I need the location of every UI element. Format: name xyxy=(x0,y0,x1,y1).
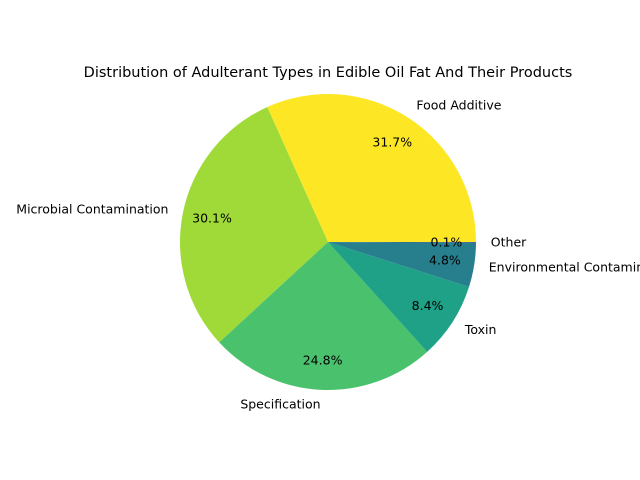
pie-slice-environmental-contaminant xyxy=(328,242,476,287)
pie-pct-label-microbial-contamination: 30.1% xyxy=(192,210,232,225)
pie-labels: 31.7% Food Additive 30.1% Microbial Contami… xyxy=(16,97,640,411)
pie-slice-other xyxy=(328,242,476,243)
pie-category-label-microbial-contamination: Microbial Contamination xyxy=(16,201,168,216)
pie-category-label-toxin: Toxin xyxy=(464,322,497,337)
pie-slices xyxy=(179,93,476,390)
pie-slice-food-additive xyxy=(267,93,476,243)
pie-category-label-food-additive: Food Additive xyxy=(416,97,501,112)
pie-slice-microbial-contamination xyxy=(179,107,328,343)
pie-slice-toxin xyxy=(328,242,470,352)
chart-title: Distribution of Adulterant Types in Edib… xyxy=(84,65,573,81)
pie-category-label-environmental-contaminant: Environmental Contaminant xyxy=(489,259,640,274)
pie-pct-label-environmental-contaminant: 4.8% xyxy=(429,253,461,268)
pie-pct-label-other: 0.1% xyxy=(431,234,463,249)
pie-pct-label-specification: 24.8% xyxy=(303,352,343,367)
pie-category-label-other: Other xyxy=(491,235,527,250)
pie-pct-label-food-additive: 31.7% xyxy=(372,135,412,150)
pie-pct-label-toxin: 8.4% xyxy=(412,298,444,313)
pie-category-label-specification: Specification xyxy=(240,397,320,412)
pie-slice-specification xyxy=(219,242,428,390)
